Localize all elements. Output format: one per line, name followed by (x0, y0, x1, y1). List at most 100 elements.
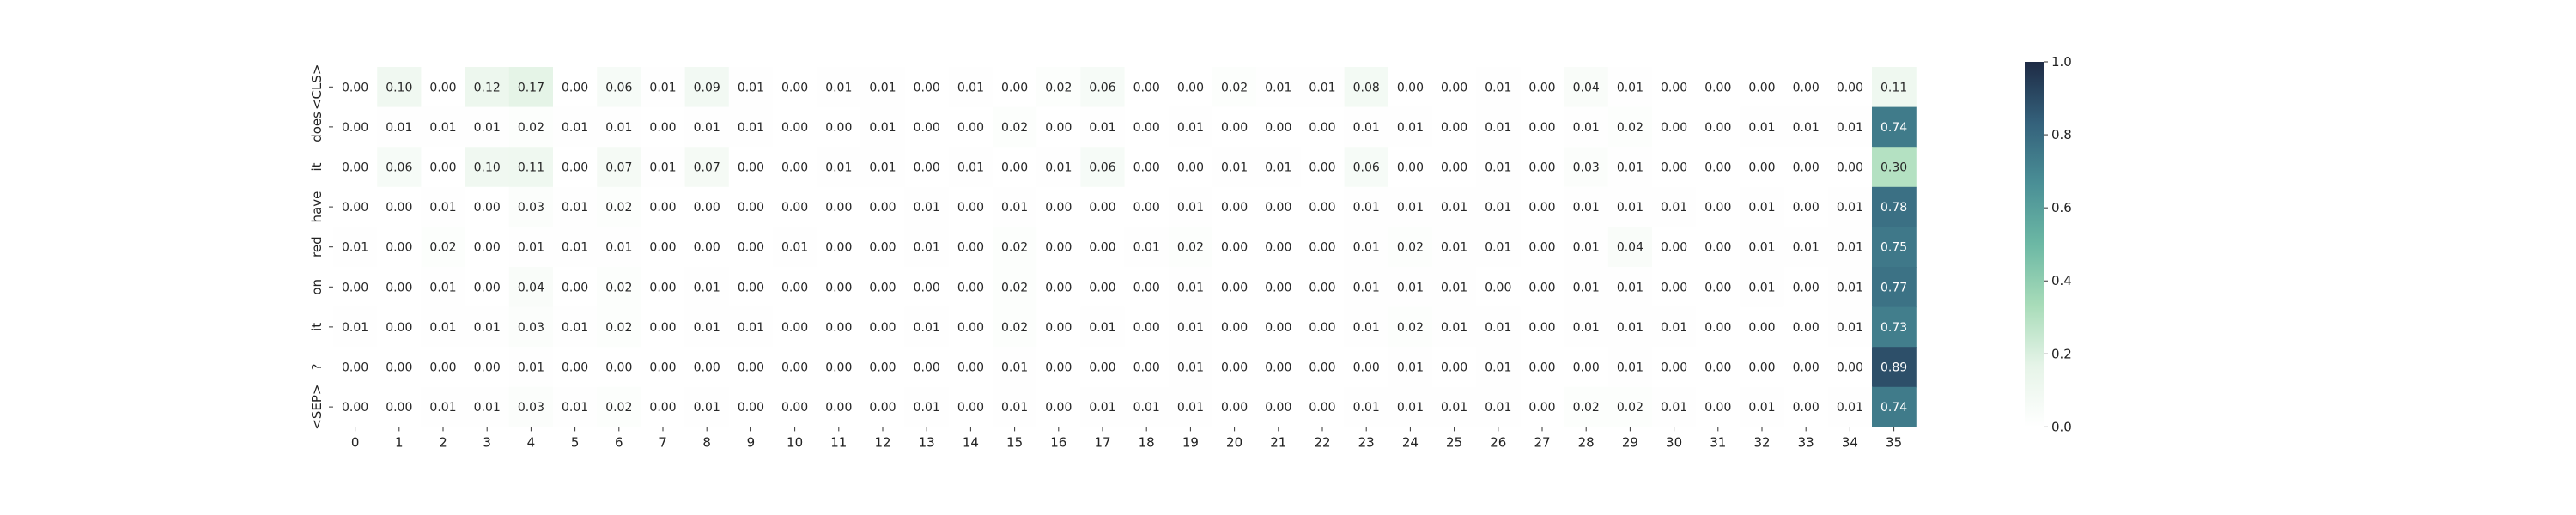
cell-value-label: 0.00 (562, 361, 588, 375)
cell-value-label: 0.01 (1353, 201, 1380, 215)
heatmap-cell (993, 386, 1037, 427)
heatmap-cell (1036, 306, 1081, 348)
cell-value-label: 0.02 (605, 401, 632, 415)
heatmap-cell (1168, 147, 1213, 188)
heatmap-cell (333, 227, 378, 268)
heatmap-cell (773, 347, 817, 388)
y-tick-label: it (309, 323, 325, 331)
cell-value-label: 0.02 (1001, 321, 1028, 335)
heatmap-cell (1696, 386, 1741, 427)
cell-value-label: 0.00 (694, 201, 720, 215)
heatmap-cell (860, 67, 906, 108)
heatmap-cell (465, 67, 510, 108)
cell-value-label: 0.01 (1001, 361, 1028, 375)
cell-value-label: 0.01 (342, 321, 368, 335)
heatmap-cell (1124, 186, 1170, 227)
heatmap-cell (1300, 347, 1346, 388)
cell-value-label: 0.00 (1045, 281, 1072, 294)
cell-value-label: 0.02 (1617, 121, 1643, 135)
heatmap-cell (465, 186, 510, 227)
heatmap-cell (1740, 106, 1785, 148)
heatmap-cell (993, 227, 1037, 268)
heatmap-cell (1652, 186, 1697, 227)
cell-value-label: 0.00 (562, 81, 588, 94)
heatmap-cell (1432, 67, 1477, 108)
cell-value-label: 0.01 (1661, 201, 1687, 215)
heatmap-cell (904, 306, 950, 348)
cell-value-label: 0.02 (1001, 121, 1028, 135)
cell-value-label: 0.01 (914, 401, 940, 415)
cell-value-label: 0.00 (342, 281, 368, 294)
colorbar-gradient (2025, 62, 2044, 427)
y-tick-label: does (309, 112, 325, 142)
heatmap-cell (377, 186, 422, 227)
heatmap-cell (1872, 347, 1917, 388)
cell-value-label: 0.00 (825, 401, 852, 415)
cell-value-label: 0.01 (1353, 321, 1380, 335)
heatmap-cell (1344, 67, 1389, 108)
cell-value-label: 0.00 (1793, 281, 1820, 294)
heatmap-cell (817, 227, 861, 268)
x-tick-label: 34 (1842, 434, 1858, 450)
cell-value-label: 0.01 (562, 121, 588, 135)
heatmap-cell (948, 227, 993, 268)
heatmap-cell (465, 267, 510, 308)
heatmap-cell (993, 106, 1037, 148)
heatmap-cell (684, 386, 730, 427)
heatmap-cell (1432, 227, 1477, 268)
heatmap-cell (1344, 386, 1389, 427)
x-tick-label: 15 (1006, 434, 1023, 450)
cell-value-label: 0.00 (1441, 81, 1467, 94)
cell-value-label: 0.03 (518, 401, 544, 415)
cell-value-label: 0.01 (342, 241, 368, 255)
x-tick-label: 7 (659, 434, 667, 450)
cell-value-label: 0.01 (914, 241, 940, 255)
heatmap-cell (333, 267, 378, 308)
cell-value-label: 0.89 (1880, 361, 1907, 375)
cell-value-label: 0.00 (1089, 281, 1115, 294)
cell-value-label: 0.00 (1309, 401, 1335, 415)
heatmap-cell (1607, 306, 1653, 348)
cell-value-label: 0.11 (518, 161, 544, 175)
heatmap-cell (1300, 386, 1346, 427)
colorbar-tick-label: 1.0 (2051, 54, 2072, 70)
heatmap-cell (377, 227, 422, 268)
cell-value-label: 0.00 (738, 281, 764, 294)
heatmap-cell (993, 67, 1037, 108)
heatmap-cell (1783, 267, 1829, 308)
cell-value-label: 0.00 (914, 281, 940, 294)
heatmap-cell (1212, 386, 1257, 427)
heatmap-cell (1080, 106, 1126, 148)
heatmap-cell (773, 227, 817, 268)
heatmap-cell (1564, 67, 1609, 108)
x-tick-label: 3 (483, 434, 491, 450)
heatmap-cell (1300, 147, 1346, 188)
cell-value-label: 0.00 (1265, 361, 1291, 375)
x-tick-label: 10 (787, 434, 803, 450)
heatmap-cell (1520, 106, 1565, 148)
heatmap-cell (1607, 267, 1653, 308)
cell-value-label: 0.00 (1661, 121, 1687, 135)
heatmap-cell (1036, 147, 1081, 188)
cell-value-label: 0.00 (1133, 161, 1160, 175)
cell-value-label: 0.00 (386, 321, 412, 335)
x-tick-label: 22 (1314, 434, 1330, 450)
heatmap-cell (1872, 386, 1917, 427)
heatmap-cell (1564, 267, 1609, 308)
heatmap-cell (1564, 227, 1609, 268)
cell-value-label: 0.01 (1397, 281, 1424, 294)
cell-value-label: 0.01 (474, 121, 501, 135)
heatmap-cell (1476, 347, 1521, 388)
heatmap-cell (1476, 106, 1521, 148)
cell-value-label: 0.00 (781, 321, 808, 335)
heatmap-cell (1212, 306, 1257, 348)
heatmap-cell (728, 227, 774, 268)
cell-value-label: 0.00 (1309, 281, 1335, 294)
cell-value-label: 0.00 (605, 361, 632, 375)
heatmap-cell (508, 67, 554, 108)
heatmap-cell (1124, 147, 1170, 188)
heatmap-cell (860, 347, 906, 388)
cell-value-label: 0.01 (738, 321, 764, 335)
heatmap-cell (465, 227, 510, 268)
x-tick-label: 26 (1490, 434, 1506, 450)
